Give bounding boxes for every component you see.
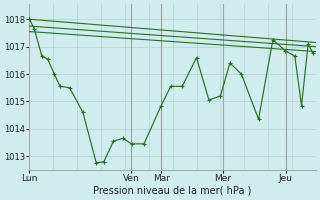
X-axis label: Pression niveau de la mer( hPa ): Pression niveau de la mer( hPa ): [93, 186, 252, 196]
